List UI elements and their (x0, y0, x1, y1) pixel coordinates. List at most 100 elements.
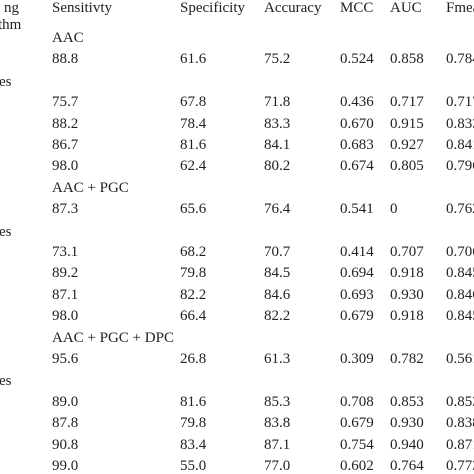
cell-value: 0.853 (446, 393, 474, 410)
cell-value: 99.0 (52, 458, 79, 474)
cell-value: 0.693 (340, 286, 374, 303)
cell-value: 88.2 (52, 115, 79, 132)
column-header: AUC (390, 0, 422, 16)
cell-value: 0.679 (340, 308, 374, 325)
cell-value: 0.679 (340, 415, 374, 432)
cell-value: 0.414 (340, 244, 374, 260)
cell-value: 80.2 (264, 158, 291, 175)
feature-label: AAC + PGC (52, 179, 129, 196)
cell-value: 0.838 (446, 415, 474, 432)
cell-value: 0.784 (446, 51, 474, 68)
cell-value: 61.6 (180, 51, 207, 68)
cell-value: 82.2 (264, 308, 291, 325)
cell-value: 98.0 (52, 308, 79, 325)
group-label: es (0, 73, 12, 90)
cell-value: 0.561 (446, 351, 474, 367)
cell-value: 0.541 (340, 201, 374, 218)
cell-value: 0.845 (446, 308, 474, 325)
cell-value: 0.717 (446, 94, 474, 111)
cell-value: 0.918 (390, 308, 424, 325)
cell-value: 0.940 (390, 436, 424, 453)
cell-value: 87.1 (264, 436, 291, 453)
cell-value: 77.0 (264, 458, 291, 474)
cell-value: 0.707 (390, 244, 424, 260)
cell-value: 0.918 (390, 265, 424, 282)
column-header: Specificity (180, 0, 245, 16)
cell-value: 0.858 (390, 51, 424, 68)
cell-value: 0.782 (390, 351, 424, 367)
cell-value: 79.8 (180, 415, 207, 432)
cell-value: 0.805 (390, 158, 424, 175)
cell-value: 0.853 (390, 393, 424, 410)
cell-value: 84.1 (264, 137, 291, 153)
cell-value: 0.717 (390, 94, 424, 111)
cell-value: 67.8 (180, 94, 207, 111)
cell-value: 0.694 (340, 265, 374, 282)
cell-value: 70.7 (264, 244, 291, 260)
cell-value: 62.4 (180, 158, 207, 175)
cell-value: 0.602 (340, 458, 374, 474)
cell-value: 0.871 (446, 436, 474, 453)
group-label: es (0, 223, 12, 240)
cell-value: 81.6 (180, 393, 207, 410)
cell-value: 0.754 (340, 436, 374, 453)
group-label: es (0, 373, 12, 390)
cell-value: 0.915 (390, 115, 424, 132)
cell-value: 0.841 (446, 137, 474, 153)
cell-value: 82.2 (180, 286, 207, 303)
feature-label: AAC + PGC + DPC (52, 329, 174, 346)
cell-value: 71.8 (264, 94, 291, 111)
cell-value: 0.524 (340, 51, 374, 68)
cell-value: 86.7 (52, 137, 79, 153)
cell-value: 89.0 (52, 393, 79, 410)
column-header: Sensitivty (52, 0, 113, 16)
cell-value: 76.4 (264, 201, 291, 218)
cell-value: 78.4 (180, 115, 207, 132)
cell-value: 0.796 (446, 158, 474, 175)
cell-value: 98.0 (52, 158, 79, 175)
cell-value: 95.6 (52, 351, 79, 367)
cell-value: 0.764 (390, 458, 424, 474)
header-stub: ng (4, 0, 19, 16)
cell-value: 83.8 (264, 415, 291, 432)
cell-value: 88.8 (52, 51, 79, 68)
cell-value: 0.674 (340, 158, 374, 175)
cell-value: 87.8 (52, 415, 79, 432)
cell-value: 0.708 (340, 393, 374, 410)
cell-value: 0.846 (446, 286, 474, 303)
cell-value: 68.2 (180, 244, 207, 260)
header-stub: thm (0, 17, 22, 33)
feature-label: AAC (52, 30, 84, 46)
cell-value: 66.4 (180, 308, 207, 325)
cell-value: 83.3 (264, 115, 291, 132)
cell-value: 87.1 (52, 286, 79, 303)
cell-value: 0.683 (340, 137, 374, 153)
cell-value: 75.2 (264, 51, 291, 68)
cell-value: 73.1 (52, 244, 79, 260)
cell-value: 0.845 (446, 265, 474, 282)
cell-value: 0 (390, 201, 398, 218)
cell-value: 83.4 (180, 436, 207, 453)
column-header: MCC (340, 0, 374, 16)
cell-value: 65.6 (180, 201, 207, 218)
cell-value: 55.0 (180, 458, 207, 474)
cell-value: 0.309 (340, 351, 374, 367)
cell-value: 0.706 (446, 244, 474, 260)
cell-value: 81.6 (180, 137, 207, 153)
cell-value: 79.8 (180, 265, 207, 282)
cell-value: 84.5 (264, 265, 291, 282)
cell-value: 0.833 (446, 115, 474, 132)
cell-value: 0.436 (340, 94, 374, 111)
cell-value: 0.773 (446, 458, 474, 474)
cell-value: 84.6 (264, 286, 291, 303)
cell-value: 0.927 (390, 137, 424, 153)
cell-value: 90.8 (52, 436, 79, 453)
column-header: Fmea (446, 0, 474, 16)
cell-value: 0.930 (390, 286, 424, 303)
cell-value: 0.670 (340, 115, 374, 132)
cell-value: 75.7 (52, 94, 79, 111)
cell-value: 0.930 (390, 415, 424, 432)
cell-value: 26.8 (180, 351, 207, 367)
cell-value: 0.762 (446, 201, 474, 218)
